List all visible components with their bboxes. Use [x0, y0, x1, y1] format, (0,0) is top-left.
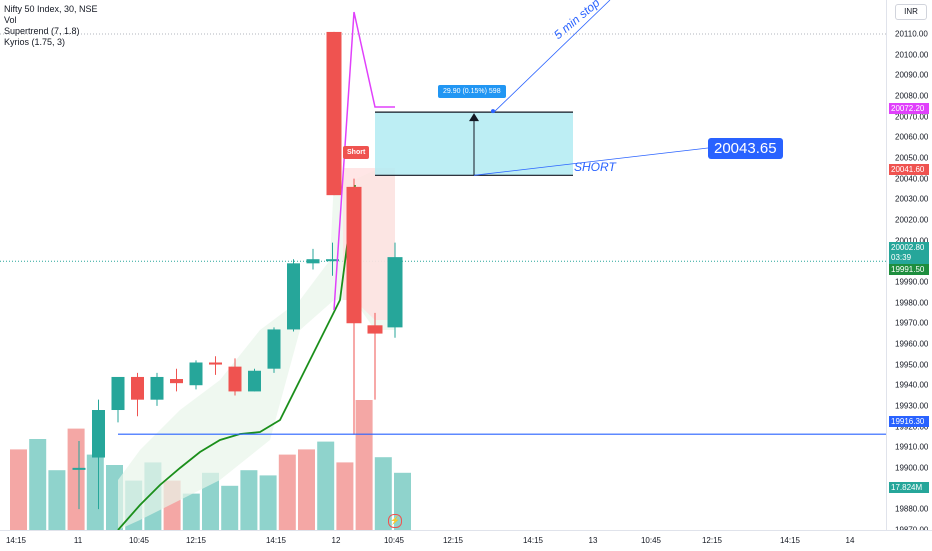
- legend-symbol[interactable]: Nifty 50 Index, 30, NSE: [4, 4, 98, 14]
- candle-body: [150, 376, 164, 400]
- price-label-green: 19991.50: [889, 264, 929, 275]
- volume-label: 17.824M: [889, 482, 929, 493]
- short-signal-label: Short: [343, 146, 370, 159]
- time-tick: 13: [588, 536, 598, 545]
- price-tick: 20110.00: [895, 29, 928, 39]
- price-tick: 20060.00: [895, 132, 929, 142]
- candle-body: [170, 379, 183, 384]
- last-price: 20002.80: [891, 243, 925, 252]
- candle-body: [267, 329, 281, 369]
- volume-bar: [29, 439, 47, 530]
- volume-bar: [278, 454, 296, 530]
- volume-bar: [355, 400, 373, 530]
- kyrios-magenta-line: [333, 11, 395, 311]
- price-tick: 19910.00: [895, 442, 929, 452]
- short-note: SHORT: [574, 160, 616, 174]
- candle-body: [189, 362, 203, 386]
- time-tick: 14: [845, 536, 855, 545]
- candle-body: [326, 259, 339, 262]
- bar-countdown: 03:39: [891, 253, 912, 262]
- price-tick: 19930.00: [895, 401, 929, 411]
- stop-line: [493, 0, 611, 113]
- candle-body: [72, 467, 86, 470]
- time-tick: 12:15: [442, 536, 464, 545]
- time-tick: 14:15: [5, 536, 27, 545]
- time-tick: 11: [73, 536, 83, 545]
- price-tick: 19900.00: [895, 463, 929, 473]
- candle-body: [111, 376, 125, 411]
- price-chart[interactable]: [0, 0, 886, 530]
- candle-body: [287, 263, 300, 330]
- volume-bar: [374, 457, 392, 530]
- time-tick: 12: [331, 536, 341, 545]
- volume-bar: [182, 493, 200, 530]
- candle-body: [131, 376, 144, 400]
- measure-arrowhead: [469, 113, 479, 122]
- price-label-magenta: 20072.20: [889, 103, 929, 114]
- candle-body: [209, 362, 222, 365]
- price-tick: 19950.00: [895, 360, 929, 370]
- chart-legend: Nifty 50 Index, 30, NSE Vol Supertrend (…: [4, 4, 98, 48]
- time-tick: 10:45: [128, 536, 150, 545]
- price-tick: 19870.00: [895, 525, 928, 534]
- time-tick: 12:15: [185, 536, 207, 545]
- volume-bar: [317, 441, 335, 530]
- volume-bar: [240, 470, 258, 530]
- price-tick: 20040.00: [895, 174, 929, 184]
- price-tick: 19970.00: [895, 318, 929, 328]
- candle-body: [228, 366, 242, 392]
- chart-area[interactable]: Nifty 50 Index, 30, NSE Vol Supertrend (…: [0, 0, 886, 530]
- volume-bar: [259, 475, 277, 530]
- candle-body: [387, 257, 403, 328]
- legend-vol[interactable]: Vol: [4, 15, 17, 25]
- price-tick: 19880.00: [895, 504, 929, 514]
- volume-bar: [48, 470, 66, 530]
- kyrios-band: [118, 170, 395, 530]
- candle-body: [306, 259, 320, 264]
- price-tick: 19940.00: [895, 380, 929, 390]
- time-axis[interactable]: 14:15 11 10:45 12:15 14:15 12 10:45 12:15 14:15 1…: [0, 530, 932, 551]
- price-tick: 19960.00: [895, 339, 929, 349]
- time-tick: 14:15: [522, 536, 544, 545]
- price-tick: 20100.00: [895, 50, 929, 60]
- price-tick: 20050.00: [895, 153, 929, 163]
- price-tick: 20080.00: [895, 91, 929, 101]
- price-label-red: 20041.60: [889, 164, 929, 175]
- time-tick: 12:15: [701, 536, 723, 545]
- time-tick: 14:15: [779, 536, 801, 545]
- callout-line: [473, 147, 709, 176]
- volume-bar: [67, 428, 85, 530]
- time-tick: 14:15: [265, 536, 287, 545]
- legend-supertrend[interactable]: Supertrend (7, 1.8): [4, 26, 80, 36]
- price-tick: 20070.00: [895, 112, 929, 122]
- time-tick: 10:45: [383, 536, 405, 545]
- price-label-last: 20002.80 03:39: [889, 242, 929, 264]
- price-tick: 20090.00: [895, 70, 929, 80]
- volume-bar: [86, 454, 104, 530]
- candle-body: [367, 325, 383, 334]
- time-tick: 10:45: [640, 536, 662, 545]
- price-tick: 20010.00: [895, 236, 929, 246]
- candle-body: [326, 31, 342, 196]
- price-axis[interactable]: INR 20110.00 20100.00 20090.00 20080.00 2007…: [886, 0, 932, 534]
- price-tick: 19990.00: [895, 277, 929, 287]
- currency-button[interactable]: INR: [895, 4, 927, 20]
- volume-bar: [298, 449, 315, 530]
- candle-body: [346, 186, 362, 324]
- legend-kyrios[interactable]: Kyrios (1.75, 3): [4, 37, 66, 47]
- anchor-point: [491, 109, 495, 114]
- candle-body: [248, 370, 261, 392]
- price-callout: 20043.65: [708, 138, 783, 159]
- volume-bar: [10, 449, 27, 530]
- price-tick: 20020.00: [895, 215, 929, 225]
- candle-body: [92, 410, 105, 458]
- lightning-icon[interactable]: ⚡: [388, 514, 402, 528]
- volume-bar: [202, 472, 219, 530]
- price-label-blue: 19916.30: [889, 416, 929, 427]
- price-tick: 19980.00: [895, 298, 929, 308]
- price-tick: 20030.00: [895, 194, 929, 204]
- measure-label: 29.90 (0.15%) 598: [438, 85, 506, 98]
- volume-bar: [336, 462, 354, 530]
- volume-bar: [221, 485, 239, 530]
